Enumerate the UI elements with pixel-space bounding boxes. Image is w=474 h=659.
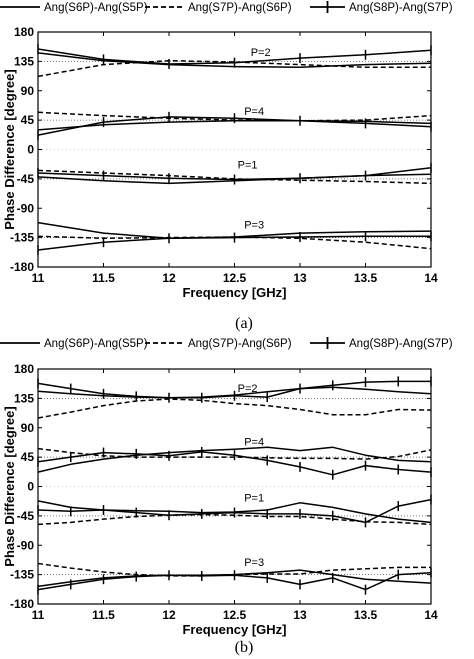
y-tick-label: 0 [27, 143, 34, 157]
x-tick-label: 14 [424, 271, 438, 285]
y-tick-label: -180 [10, 260, 34, 274]
annotation-label: P=1 [244, 493, 264, 505]
annotation-label: P=3 [244, 219, 264, 231]
annotation-label: P=1 [238, 159, 258, 171]
y-tick-label: 45 [21, 450, 35, 464]
x-axis-label: Frequency [GHz] [182, 622, 286, 637]
y-tick-label: -135 [10, 231, 34, 245]
x-tick-label: 12.5 [223, 608, 247, 622]
x-axis-label: Frequency [GHz] [182, 285, 286, 300]
y-tick-label: 90 [21, 84, 35, 98]
x-tick-label: 13 [293, 271, 307, 285]
annotation-label: P=4 [244, 106, 264, 118]
y-tick-label: 90 [21, 421, 35, 435]
x-tick-label: 12 [162, 608, 176, 622]
x-tick-label: 11.5 [92, 271, 115, 285]
x-tick-label: 12.5 [223, 271, 247, 285]
series-line [37, 562, 431, 577]
x-tick-label: 13.5 [354, 271, 378, 285]
x-tick-label: 12 [162, 271, 176, 285]
x-tick-label: 13 [293, 608, 307, 622]
series-line [37, 446, 432, 473]
y-tick-label: -135 [10, 568, 34, 582]
y-tick-label: 180 [14, 362, 34, 376]
y-axis-label: Phase Difference [degree] [2, 406, 17, 566]
annotation-label: P=3 [244, 557, 264, 569]
x-tick-label: 11 [32, 608, 45, 622]
legend-plus-label: Ang(S8P)-Ang(S7P) [349, 2, 453, 14]
legend-1: Ang(S6P)-Ang(S5P) Ang(S7P)-Ang(S6P) Ang(S8… [0, 337, 453, 350]
legend-solid-label: Ang(S6P)-Ang(S5P) [44, 2, 148, 14]
y-tick-label: 180 [14, 25, 34, 39]
y-axis-label: Phase Difference [degree] [2, 69, 17, 229]
figure-caption: (a) [235, 315, 253, 332]
legend-plus-label: Ang(S8P)-Ang(S7P) [349, 338, 453, 350]
y-tick-label: 0 [27, 480, 34, 494]
y-tick-label: 135 [14, 54, 34, 68]
annotation-label: P=2 [251, 47, 271, 59]
series-line [37, 398, 432, 419]
annotation-label: P=4 [244, 436, 264, 448]
x-tick-label: 11.5 [92, 608, 115, 622]
y-tick-label: -45 [17, 172, 35, 186]
x-tick-label: 14 [424, 608, 438, 622]
legend-solid-label: Ang(S6P)-Ang(S5P) [44, 338, 148, 350]
y-tick-label: -180 [10, 597, 34, 611]
y-tick-label: 45 [21, 113, 35, 127]
legend-dashed-label: Ang(S7P)-Ang(S6P) [188, 2, 292, 14]
x-tick-label: 13.5 [354, 608, 378, 622]
legend-dashed-label: Ang(S7P)-Ang(S6P) [188, 338, 292, 350]
y-tick-label: 135 [14, 391, 34, 405]
y-tick-label: -45 [17, 509, 35, 523]
series-line [37, 59, 431, 78]
x-tick-label: 11 [32, 271, 45, 285]
y-tick-label: -90 [17, 201, 35, 215]
y-tick-label: -90 [17, 538, 35, 552]
legend-0: Ang(S6P)-Ang(S5P) Ang(S7P)-Ang(S6P) Ang(S8… [0, 1, 453, 14]
figure-caption: (b) [235, 639, 254, 656]
annotation-label: P=2 [238, 383, 258, 395]
